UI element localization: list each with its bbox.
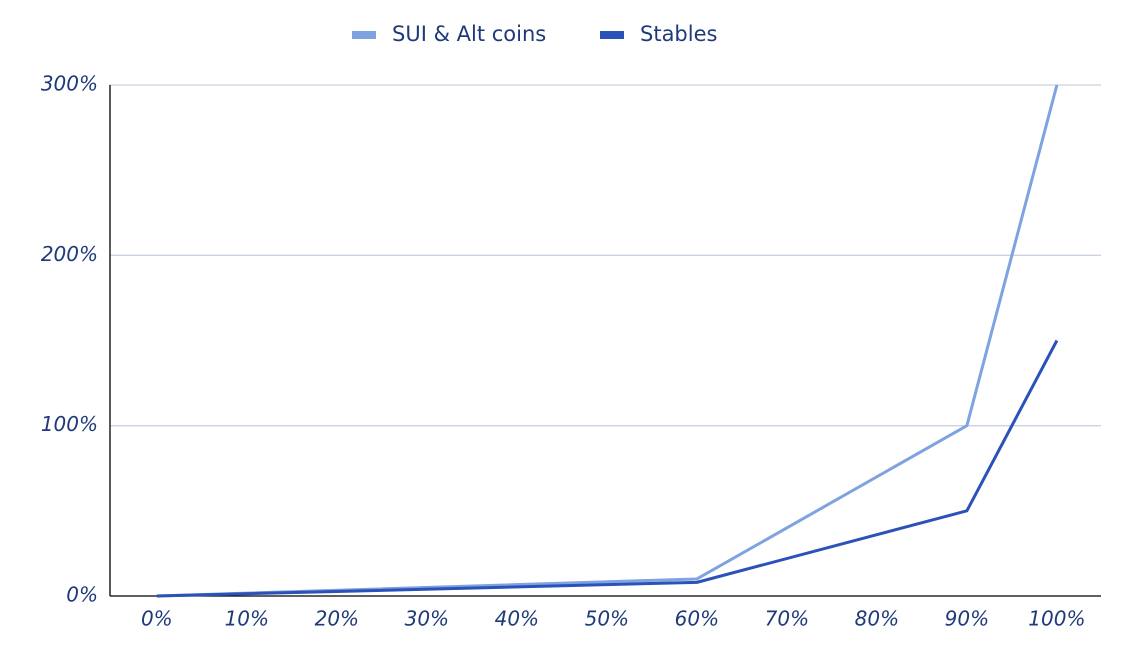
legend-swatch (352, 31, 376, 39)
x-tick-label: 70% (765, 607, 809, 631)
series-line (156, 84, 1059, 598)
x-tick-label: 30% (405, 607, 449, 631)
y-tick-label: 300% (41, 72, 98, 96)
x-tick-label: 20% (315, 607, 359, 631)
x-tick-label: 10% (225, 607, 269, 631)
y-tick-label: 200% (41, 242, 98, 266)
x-tick-label: 0% (141, 607, 173, 631)
legend-swatch (600, 31, 624, 39)
x-tick-label: 80% (855, 607, 899, 631)
y-tick-label: 100% (41, 412, 98, 436)
x-tick-label: 40% (495, 607, 539, 631)
x-tick-label: 90% (945, 607, 989, 631)
series-line (156, 339, 1059, 598)
x-tick-label: 50% (585, 607, 629, 631)
x-tick-label: 100% (1028, 607, 1085, 631)
legend-label: SUI & Alt coins (392, 22, 546, 46)
y-tick-label: 0% (66, 583, 98, 607)
legend-label: Stables (640, 22, 717, 46)
x-tick-label: 60% (675, 607, 719, 631)
